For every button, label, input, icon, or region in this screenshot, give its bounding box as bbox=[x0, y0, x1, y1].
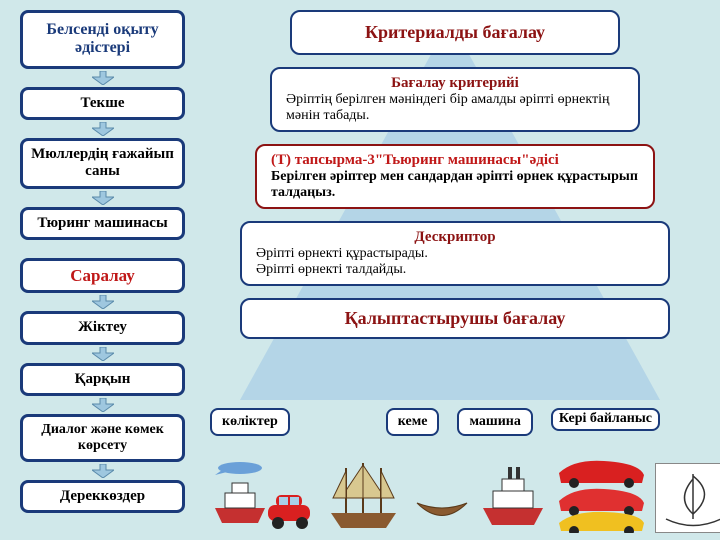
criteria-title: Бағалау критерийі bbox=[286, 75, 624, 92]
diff-header: Саралау bbox=[20, 258, 185, 294]
vehicles-group-icon bbox=[210, 453, 315, 533]
bottom-pill-row: көліктер кеме машина Кері байланыс bbox=[210, 408, 710, 436]
diff-item-3: Диалог және көмек көрсету bbox=[20, 414, 185, 462]
arrow-icon bbox=[92, 122, 114, 136]
sailship-icon bbox=[321, 453, 406, 533]
summative-title: Қалыптастырушы бағалау bbox=[256, 306, 654, 331]
panel-descriptor: Дескриптор Әріпті өрнекті құрастырады. Ә… bbox=[240, 221, 670, 286]
panel-criteria: Бағалау критерийі Әріптің берілген мәнін… bbox=[270, 67, 640, 132]
panel-summative: Қалыптастырушы бағалау bbox=[240, 298, 670, 339]
pill-vehicles: көліктер bbox=[210, 408, 290, 436]
arrow-icon bbox=[92, 295, 114, 309]
pill-car: машина bbox=[457, 408, 532, 436]
method-item-3: Тюринг машинасы bbox=[20, 207, 185, 240]
arrow-icon bbox=[92, 191, 114, 205]
pill-ship: кеме bbox=[386, 408, 440, 436]
task-body: Берілген әріптер мен сандардан әріпті өр… bbox=[271, 169, 639, 201]
method-item-2: Мюллердің ғажайып саны bbox=[20, 138, 185, 189]
cars-stack-icon bbox=[554, 453, 649, 533]
arrow-icon bbox=[92, 347, 114, 361]
task-title: (Т) тапсырма-3"Тьюринг машинасы"әдісі bbox=[271, 152, 639, 169]
right-area: Критериалды бағалау Бағалау критерийі Әр… bbox=[220, 10, 690, 351]
descriptor-line2: Әріпті өрнекті талдайды. bbox=[256, 262, 654, 278]
steamship-icon bbox=[478, 453, 548, 533]
diff-item-4: Дереккөздер bbox=[20, 480, 185, 513]
diff-item-2: Қарқын bbox=[20, 363, 185, 396]
rowboat-icon bbox=[412, 493, 472, 533]
sailboat-sketch-icon bbox=[655, 463, 720, 533]
panel-top-title: Критериалды бағалау bbox=[306, 18, 604, 47]
descriptor-title: Дескриптор bbox=[256, 229, 654, 246]
vehicle-row bbox=[210, 448, 710, 533]
pill-feedback: Кері байланыс bbox=[551, 408, 660, 431]
arrow-icon bbox=[92, 464, 114, 478]
methods-header: Белсенді оқыту әдістері bbox=[20, 10, 185, 69]
arrow-icon bbox=[92, 398, 114, 412]
panel-task: (Т) тапсырма-3"Тьюринг машинасы"әдісі Бе… bbox=[255, 144, 655, 209]
diff-item-1: Жіктеу bbox=[20, 311, 185, 344]
left-column: Белсенді оқыту әдістері Текше Мюллердің … bbox=[20, 10, 185, 517]
method-item-1: Текше bbox=[20, 87, 185, 120]
descriptor-line1: Әріпті өрнекті құрастырады. bbox=[256, 246, 654, 262]
criteria-body: Әріптің берілген мәніндегі бір амалды әр… bbox=[286, 92, 624, 124]
panel-top: Критериалды бағалау bbox=[290, 10, 620, 55]
arrow-icon bbox=[92, 71, 114, 85]
